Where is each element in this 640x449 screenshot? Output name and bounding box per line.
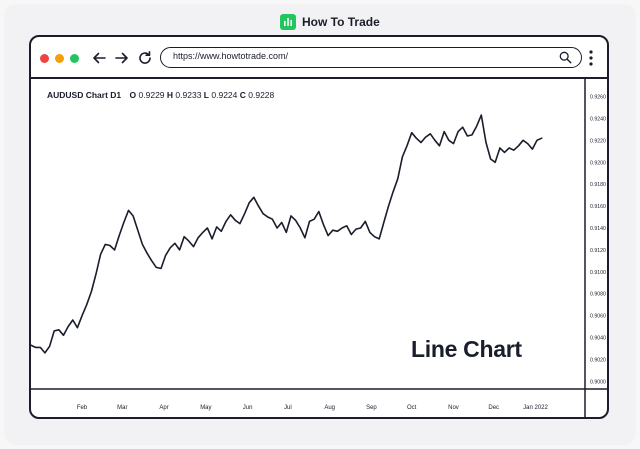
low-value: 0.9224 [211, 90, 238, 100]
browser-toolbar: https://www.howtotrade.com/ [31, 37, 607, 79]
chart-title: Line Chart [411, 336, 522, 362]
brand: How To Trade [280, 13, 380, 31]
y-tick-label: 0.9220 [590, 138, 606, 144]
x-tick-label: May [200, 405, 211, 411]
y-tick-label: 0.9100 [590, 270, 606, 276]
search-icon[interactable] [559, 51, 572, 64]
x-tick-label: Feb [77, 405, 88, 411]
y-tick-label: 0.9020 [590, 357, 606, 363]
x-tick-label: Jun [243, 405, 253, 411]
maximize-window-dot[interactable] [70, 54, 79, 63]
more-vertical-icon[interactable] [587, 49, 595, 67]
x-tick-label: Jul [284, 405, 292, 411]
x-tick-label: Sep [366, 405, 377, 411]
x-tick-label: Apr [159, 405, 168, 411]
y-tick-label: 0.9260 [590, 95, 606, 101]
x-tick-label: Aug [324, 405, 335, 411]
y-tick-label: 0.9120 [590, 248, 606, 254]
y-tick-label: 0.9060 [590, 314, 606, 320]
line-chart: 0.9260 0.9240 0.9220 0.9200 0.9180 0.9160 0.91… [31, 79, 607, 417]
open-value: 0.9229 [138, 90, 165, 100]
price-line-series [31, 114, 543, 354]
url-text[interactable]: https://www.howtotrade.com/ [173, 51, 289, 61]
chart-header: AUDUSD Chart D1 O 0.9229 H 0.9233 L 0.92… [47, 90, 274, 100]
brand-logo-icon [280, 14, 296, 30]
x-tick-label: Dec [488, 405, 499, 411]
chart-symbol: AUDUSD Chart D1 [47, 90, 122, 100]
y-tick-label: 0.9000 [590, 379, 606, 385]
close-value: 0.9228 [248, 90, 275, 100]
high-label: H [166, 90, 174, 100]
high-value: 0.9233 [175, 90, 202, 100]
y-tick-label: 0.9200 [590, 160, 606, 166]
x-tick-label: Oct [407, 405, 417, 411]
x-tick-label: Jan 2022 [523, 405, 548, 411]
y-tick-label: 0.9160 [590, 204, 606, 210]
minimize-window-dot[interactable] [55, 54, 64, 63]
open-label: O [129, 90, 137, 100]
low-label: L [203, 90, 209, 100]
reload-icon[interactable] [137, 50, 153, 66]
close-window-dot[interactable] [40, 54, 49, 63]
y-tick-label: 0.9080 [590, 292, 606, 298]
y-tick-label: 0.9040 [590, 336, 606, 342]
browser-window: https://www.howtotrade.com/ 0.9260 0.9240… [29, 35, 609, 419]
x-tick-label: Nov [448, 405, 459, 411]
y-tick-label: 0.9240 [590, 116, 606, 122]
y-tick-label: 0.9180 [590, 182, 606, 188]
x-tick-label: Mar [117, 405, 127, 411]
address-bar[interactable]: https://www.howtotrade.com/ [160, 47, 582, 68]
back-arrow-icon[interactable] [91, 50, 107, 66]
forward-arrow-icon[interactable] [114, 50, 130, 66]
y-tick-label: 0.9140 [590, 226, 606, 232]
brand-name: How To Trade [302, 15, 380, 29]
close-label: C [239, 90, 246, 100]
chart-area: 0.9260 0.9240 0.9220 0.9200 0.9180 0.9160 0.91… [31, 79, 607, 417]
